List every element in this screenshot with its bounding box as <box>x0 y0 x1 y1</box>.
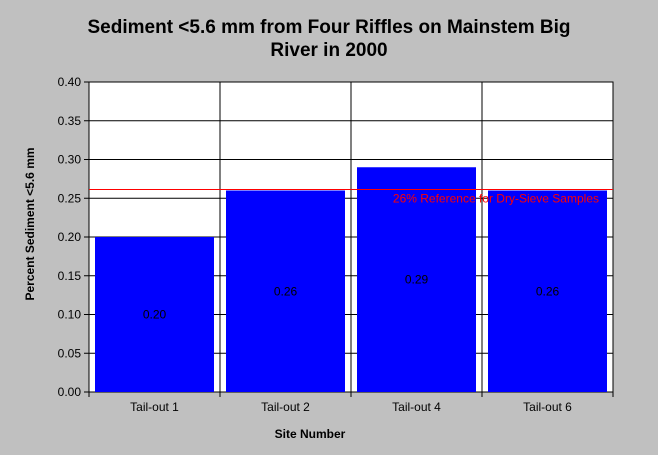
bars: 0.20 0.26 0.29 0.26 <box>95 167 607 392</box>
bar-data-label: 0.26 <box>274 284 298 298</box>
x-tick-label: Tail-out 4 <box>392 400 441 414</box>
chart-title-line-2: River in 2000 <box>270 40 387 61</box>
bar <box>226 190 345 392</box>
y-tick-label: 0.05 <box>58 346 82 360</box>
y-tick-label: 0.25 <box>58 191 82 205</box>
bar <box>488 190 607 392</box>
y-tick-label: 0.00 <box>58 385 82 399</box>
y-tick-label: 0.20 <box>58 230 82 244</box>
x-axis-label: Site Number <box>275 427 346 441</box>
bar <box>95 237 214 392</box>
bar-data-label: 0.26 <box>536 284 560 298</box>
x-tick-label: Tail-out 1 <box>130 400 179 414</box>
y-tick-label: 0.35 <box>58 114 82 128</box>
y-axis-label: Percent Sediment <5.6 mm <box>23 147 37 300</box>
bar <box>357 167 476 392</box>
x-axis-ticks: Tail-out 1 Tail-out 2 Tail-out 4 Tail-out 6 <box>88 392 614 414</box>
chart-title-line-1: Sediment <5.6 mm from Four Riffles on Ma… <box>88 17 571 38</box>
x-tick-label: Tail-out 6 <box>523 400 572 414</box>
reference-line-label: 26% Reference for Dry-Sieve Samples <box>393 192 599 206</box>
bar-data-label: 0.20 <box>143 308 167 322</box>
y-tick-label: 0.40 <box>58 75 82 89</box>
x-tick-label: Tail-out 2 <box>261 400 310 414</box>
y-tick-label: 0.10 <box>58 308 82 322</box>
y-axis-ticks: 0.00 0.05 0.10 0.15 0.20 0.25 0.30 0.35 0.40 <box>58 75 89 399</box>
y-tick-label: 0.30 <box>58 153 82 167</box>
reference-line-group: 26% Reference for Dry-Sieve Samples <box>89 189 613 206</box>
bar-data-label: 0.29 <box>405 273 429 287</box>
y-tick-label: 0.15 <box>58 269 82 283</box>
